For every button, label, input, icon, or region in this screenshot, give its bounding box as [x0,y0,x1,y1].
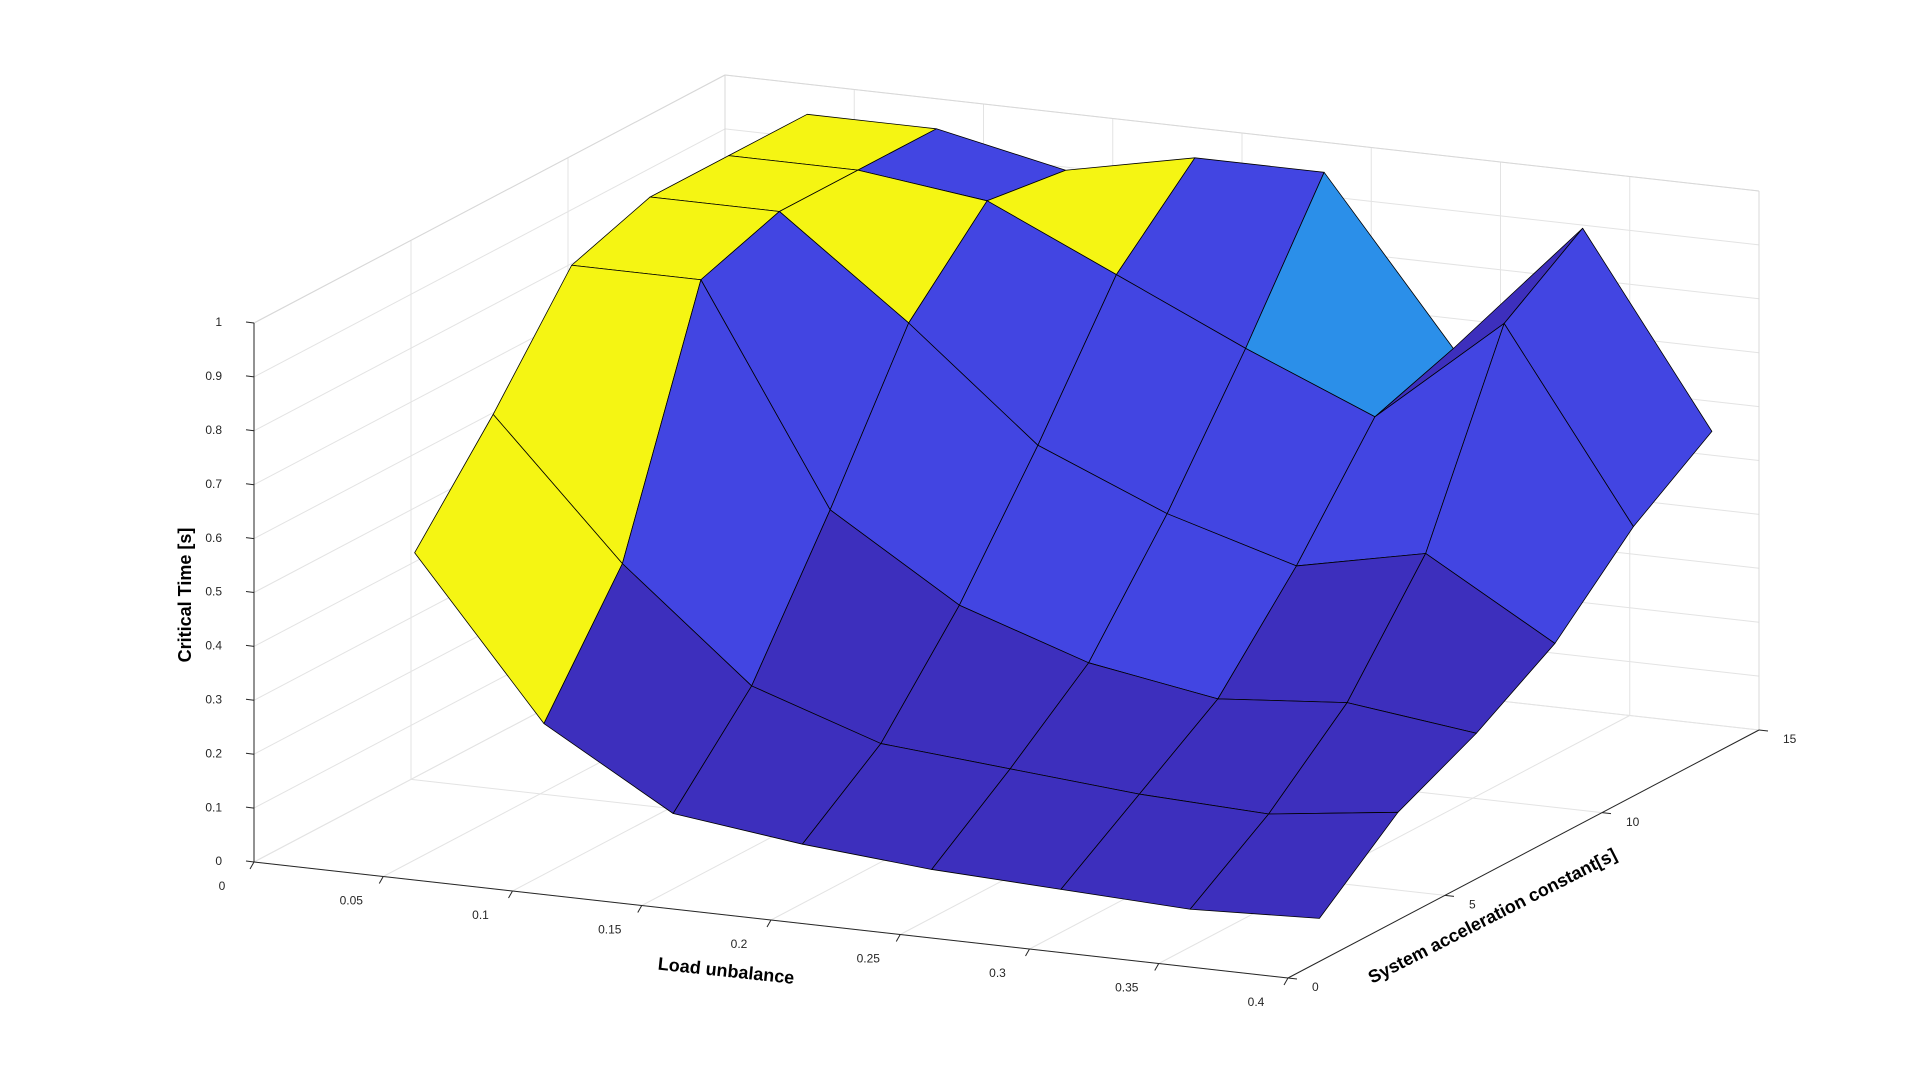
z-tick [245,537,255,540]
x-tick [895,934,901,942]
z-tick-label: 0.9 [205,369,222,383]
x-tick [766,919,772,928]
y-tick-label: 10 [1626,815,1640,829]
x-tick [378,876,384,884]
x-tick-label: 0.05 [340,894,364,908]
x-tick-label: 0.35 [1115,981,1139,995]
box-edge [724,74,1760,192]
z-tick-label: 0.3 [205,692,222,706]
x-tick-label: 0.25 [857,952,881,966]
box-edge [253,74,726,324]
y-tick-label: 5 [1469,898,1476,912]
grid-line [253,128,726,378]
y-tick-label: 15 [1783,732,1797,746]
y-tick [1601,812,1612,815]
grid-line [1158,715,1630,964]
z-tick-label: 0.5 [205,585,222,599]
y-tick [1444,894,1455,897]
axes-layer: 0 0.05 0.1 0.15 0.2 0.25 0.3 0.35 0.4 0 5 10 15 0 0.1 0… [205,315,1796,1009]
z-tick [245,375,255,378]
y-tick [1758,729,1769,732]
surface-layer [414,113,1713,919]
z-axis-label: Critical Time [s] [175,528,195,663]
z-tick [245,591,255,593]
x-tick-label: 0.2 [731,937,748,951]
x-tick [637,905,643,913]
z-tick-label: 0.2 [205,746,222,760]
z-tick-label: 0.4 [205,639,222,653]
x-tick [1025,948,1030,957]
z-tick [245,644,255,647]
x-tick-label: 0.1 [472,908,489,922]
z-tick [245,860,255,863]
x-tick [1283,977,1289,986]
z-tick [245,752,255,755]
y-tick [1287,977,1298,980]
z-tick-label: 0.8 [205,423,222,437]
z-tick [245,698,255,701]
x-tick-label: 0 [219,879,226,893]
x-tick-label: 0.4 [1248,995,1265,1009]
y-axis-line [1287,729,1760,979]
z-tick [245,321,255,324]
z-tick [245,429,255,432]
z-tick-label: 0.1 [205,800,222,814]
x-tick-label: 0.3 [989,966,1006,980]
z-tick-label: 0 [215,854,222,868]
z-tick [245,483,255,486]
z-tick [245,806,255,809]
z-tick-label: 0.7 [205,477,222,491]
y-tick-label: 0 [1312,980,1319,994]
surface-face [1189,811,1399,919]
x-tick [249,861,255,870]
x-tick-label: 0.15 [598,923,622,937]
x-tick [508,890,513,899]
z-tick-label: 1 [215,315,222,329]
z-tick-label: 0.6 [205,531,222,545]
x-tick [1154,963,1160,971]
